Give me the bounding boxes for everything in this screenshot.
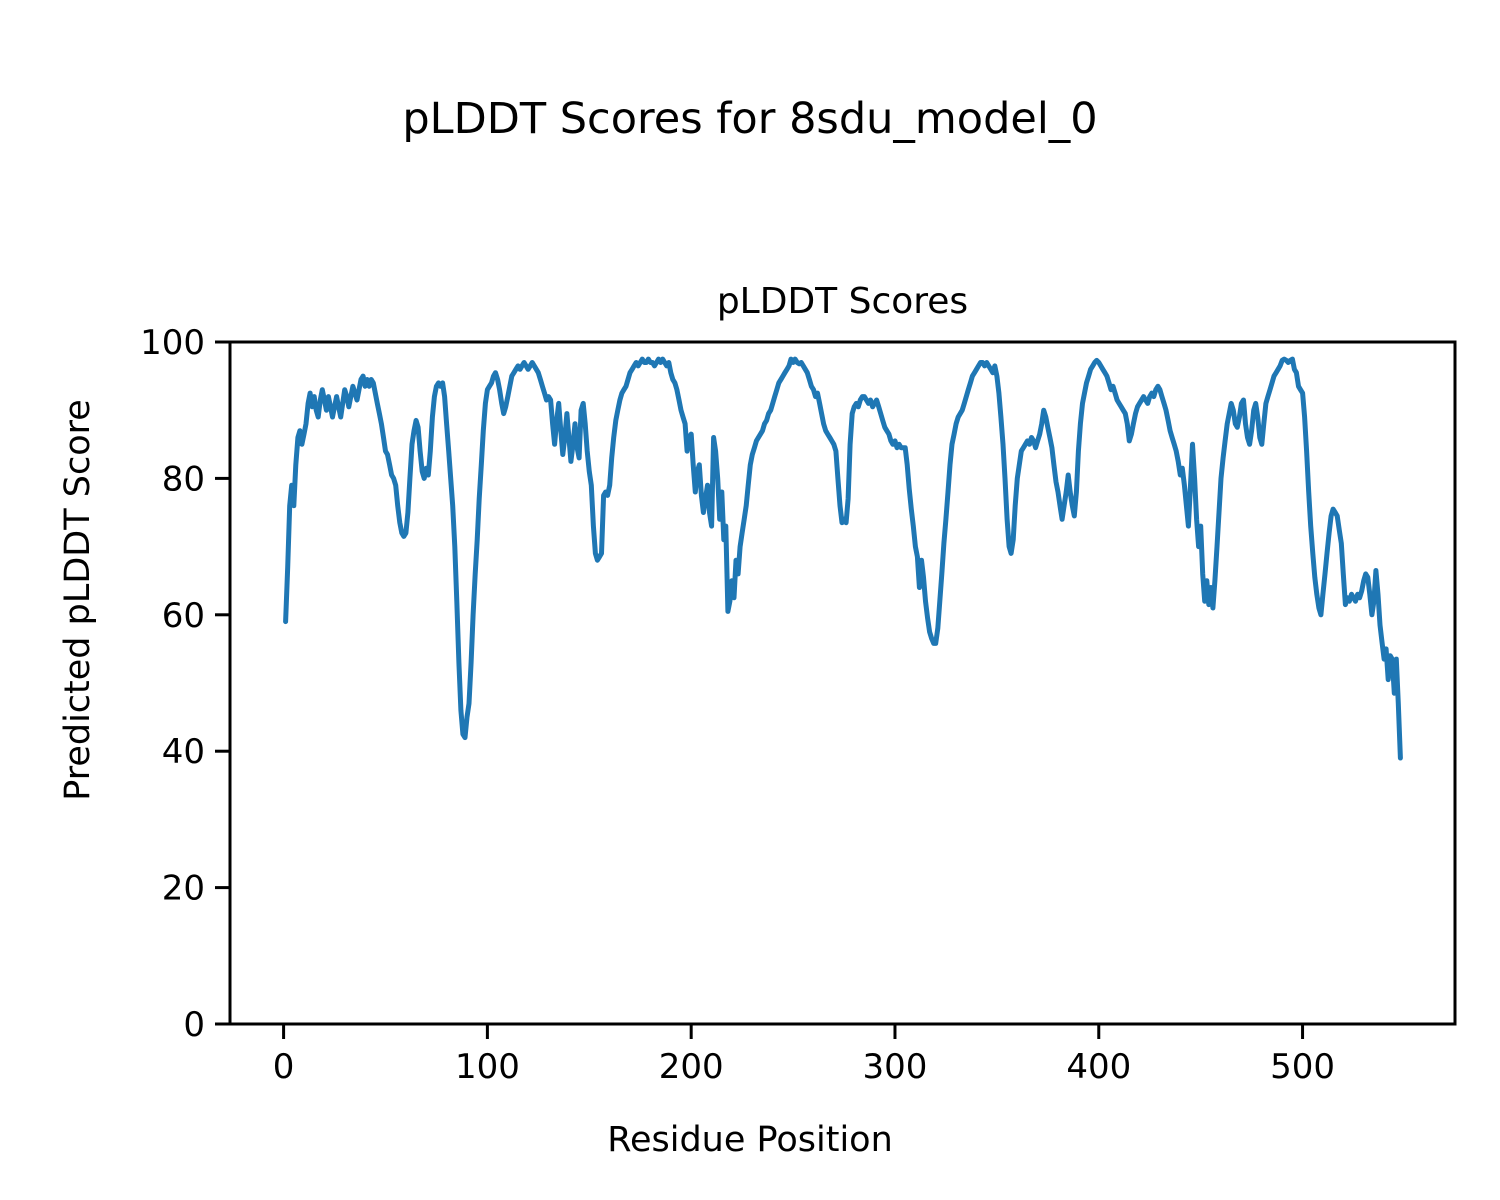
x-axis-label: Residue Position — [607, 1120, 893, 1160]
x-tick-label: 0 — [273, 1047, 295, 1087]
y-tick-label: 80 — [162, 459, 205, 499]
y-tick-label: 0 — [183, 1005, 205, 1045]
figure-suptitle: pLDDT Scores for 8sdu_model_0 — [402, 94, 1098, 144]
x-tick-label: 200 — [659, 1047, 724, 1087]
y-tick-label: 100 — [140, 323, 205, 363]
y-tick-label: 60 — [162, 596, 205, 636]
y-tick-label: 20 — [162, 869, 205, 909]
axes-title: pLDDT Scores — [716, 281, 969, 322]
y-tick-label: 40 — [162, 732, 205, 772]
axis-ticks: 0 100 200 300 400 500 0 20 40 60 80 100 — [140, 323, 1335, 1087]
x-tick-label: 400 — [1066, 1047, 1131, 1087]
plddt-line — [283, 356, 1403, 761]
x-tick-label: 500 — [1270, 1047, 1335, 1087]
x-tick-label: 100 — [455, 1047, 520, 1087]
y-axis-label-text: Predicted pLDDT Score — [58, 399, 98, 801]
x-tick-label: 300 — [863, 1047, 928, 1087]
plot-border — [228, 340, 1457, 1026]
